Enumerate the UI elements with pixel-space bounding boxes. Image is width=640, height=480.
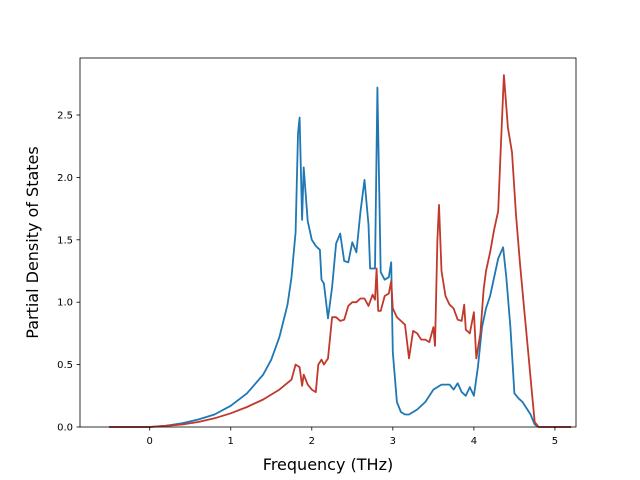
y-tick-label: 2.0 [57, 173, 73, 184]
y-tick-label: 1.0 [57, 298, 73, 309]
y-tick-label: 2.5 [57, 111, 73, 122]
x-tick-label: 2 [309, 436, 315, 447]
axes-frame [79, 57, 577, 428]
x-axis: 0 1 2 3 4 5 [147, 427, 558, 447]
x-tick-label: 1 [228, 436, 234, 447]
y-tick-label: 0.5 [57, 360, 73, 371]
series-line-2 [109, 74, 572, 428]
x-axis-title: Frequency (THz) [263, 455, 393, 474]
series-line-1 [109, 86, 572, 428]
y-axis-title: Partial Density of States [23, 146, 42, 338]
y-tick-label: 0.0 [57, 423, 73, 434]
x-tick-label: 0 [147, 436, 153, 447]
x-tick-label: 4 [471, 436, 477, 447]
y-tick-label: 1.5 [57, 235, 73, 246]
y-axis: 0.0 0.5 1.0 1.5 2.0 2.5 [57, 111, 80, 434]
x-tick-label: 5 [552, 436, 558, 447]
x-tick-label: 3 [390, 436, 396, 447]
plot-area [109, 74, 572, 428]
